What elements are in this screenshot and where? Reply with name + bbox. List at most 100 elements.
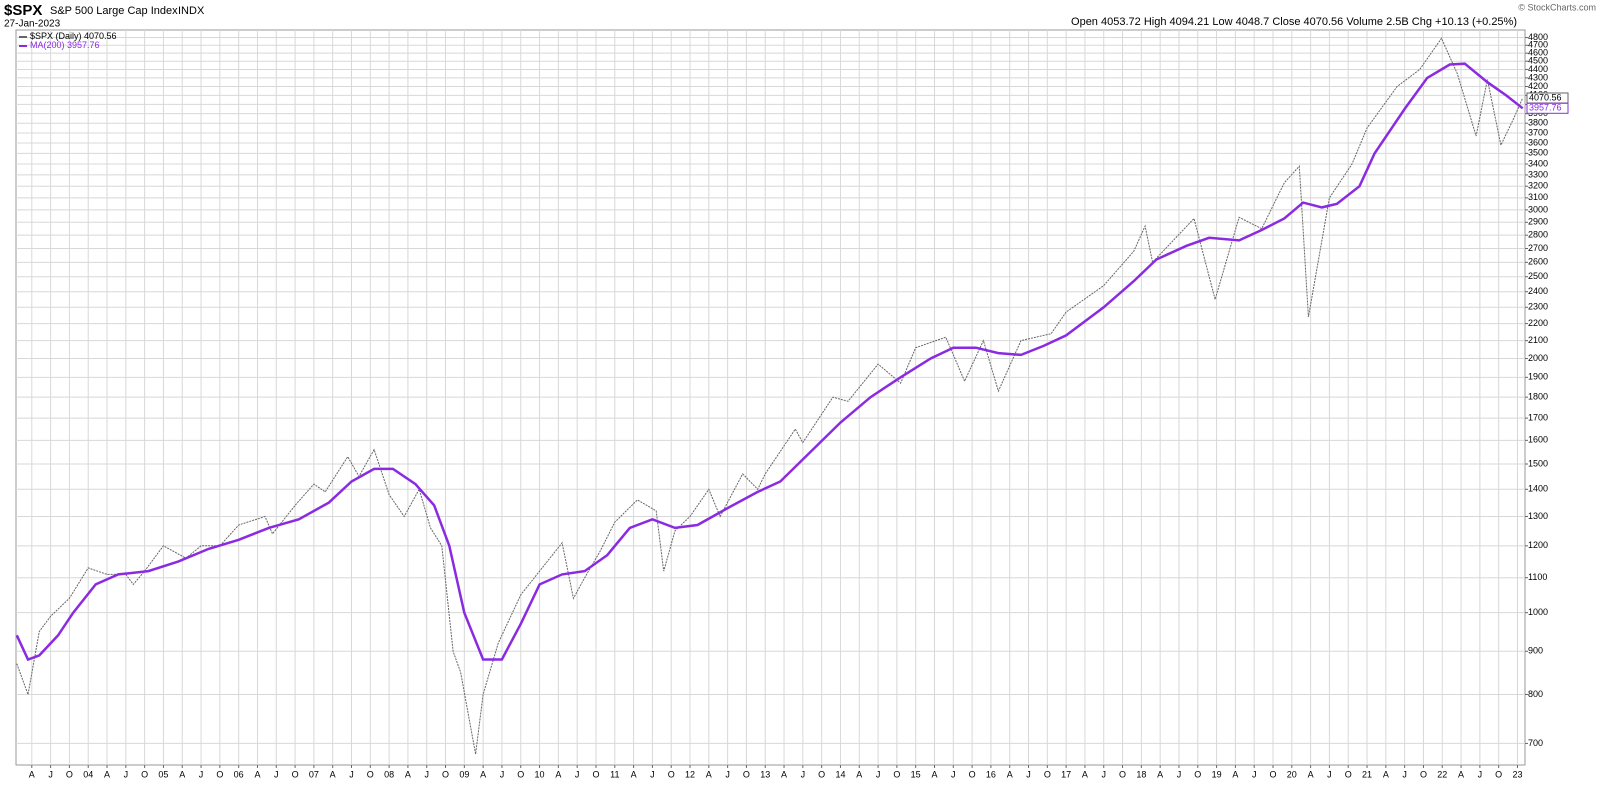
y-tick-label: 2600 [1528,257,1548,267]
y-tick-label: 2900 [1528,217,1548,227]
x-tick-label: A [856,769,862,779]
x-tick-label: A [29,769,35,779]
x-tick-label: 10 [535,769,545,779]
x-tick-label: A [1383,769,1389,779]
exchange: INDX [178,5,205,17]
x-tick-label: 13 [760,769,770,779]
legend-value: 4070.56 [84,31,117,41]
quote-label: Low [1212,16,1232,28]
y-tick-label: 4300 [1528,72,1548,82]
x-tick-label: J [1402,769,1407,779]
x-tick-label: O [292,769,299,779]
last-value-tag [1526,102,1569,114]
y-tick-label: 3800 [1528,118,1548,128]
quote-value: 4053.72 [1101,16,1141,28]
y-tick-label: 2200 [1528,318,1548,328]
x-tick-label: A [1157,769,1163,779]
quote-value: 4094.21 [1170,16,1210,28]
x-tick-label: J [575,769,580,779]
y-tick-label: 1900 [1528,372,1548,382]
x-tick-label: A [706,769,712,779]
y-tick-label: 3200 [1528,181,1548,191]
x-tick-label: 22 [1437,769,1447,779]
y-tick-label: 4400 [1528,64,1548,74]
legend-value: 3957.76 [67,40,100,50]
y-tick-label: 700 [1528,738,1543,748]
credit: © StockCharts.com [1518,2,1596,12]
quote-label: Volume [1346,16,1383,28]
y-tick-label: 1100 [1528,572,1547,582]
x-tick-label: A [555,769,561,779]
x-tick-label: O [893,769,900,779]
x-tick-label: A [405,769,411,779]
x-tick-label: O [1119,769,1126,779]
x-tick-label: A [1082,769,1088,779]
x-tick-label: O [442,769,449,779]
symbol: $SPX [4,2,42,19]
x-tick-label: 09 [459,769,469,779]
x-tick-label: 04 [83,769,93,779]
date: 27-Jan-2023 [4,19,61,30]
x-tick-label: 11 [610,769,619,779]
y-tick-label: 3400 [1528,158,1548,168]
y-tick-label: 3500 [1528,148,1548,158]
y-tick-label: 800 [1528,689,1543,699]
x-tick-label: 18 [1136,769,1146,779]
x-tick-label: A [1232,769,1238,779]
price-line [16,37,1524,755]
x-tick-label: A [104,769,110,779]
y-tick-label: 3600 [1528,137,1548,147]
x-tick-label: J [650,769,655,779]
legend-entry: $SPX (Daily) 4070.56 [30,31,117,41]
x-tick-label: J [424,769,429,779]
x-tick-label: O [668,769,675,779]
y-tick-label: 1700 [1528,412,1548,422]
ma-line [15,62,1524,662]
x-tick-label: O [743,769,750,779]
x-tick-label: 07 [309,769,319,779]
x-tick-label: J [349,769,354,779]
y-tick-label: 4200 [1528,81,1548,91]
x-tick-label: J [1327,769,1332,779]
quote-value: 4048.7 [1236,16,1270,28]
x-tick-label: A [330,769,336,779]
y-tick-label: 4600 [1528,48,1548,58]
x-tick-label: 15 [911,769,921,779]
x-tick-label: 20 [1287,769,1297,779]
x-tick-label: 05 [158,769,168,779]
x-tick-label: O [1420,769,1427,779]
quote-value: 4070.56 [1304,16,1344,28]
x-tick-label: 19 [1212,769,1222,779]
x-tick-label: J [951,769,956,779]
y-tick-label: 3700 [1528,127,1548,137]
y-tick-label: 2700 [1528,243,1548,253]
x-tick-label: 08 [384,769,394,779]
x-tick-label: O [1044,769,1051,779]
y-tick-label: 1800 [1528,392,1548,402]
y-tick-label: 3300 [1528,169,1548,179]
x-tick-label: J [725,769,730,779]
x-tick-label: 21 [1362,769,1372,779]
x-tick-label: A [1458,769,1464,779]
x-tick-label: O [1345,769,1352,779]
x-tick-label: 23 [1512,769,1522,779]
legend-entry: MA(200) 3957.76 [30,40,100,50]
x-tick-label: O [818,769,825,779]
y-tick-label: 4800 [1528,32,1548,42]
x-tick-label: A [631,769,637,779]
x-tick-label: J [48,769,53,779]
x-tick-label: A [781,769,787,779]
x-tick-label: A [254,769,260,779]
x-tick-label: J [1177,769,1182,779]
x-tick-label: 16 [986,769,996,779]
x-tick-label: J [1101,769,1106,779]
y-tick-label: 1000 [1528,607,1548,617]
x-tick-label: O [66,769,73,779]
chart-title: S&P 500 Large Cap Index [50,5,178,17]
x-tick-label: J [500,769,505,779]
x-tick-label: J [274,769,279,779]
x-tick-label: O [216,769,223,779]
legend-name: MA(200) [30,40,65,50]
y-tick-label: 4700 [1528,40,1548,50]
x-tick-label: 14 [835,769,845,779]
